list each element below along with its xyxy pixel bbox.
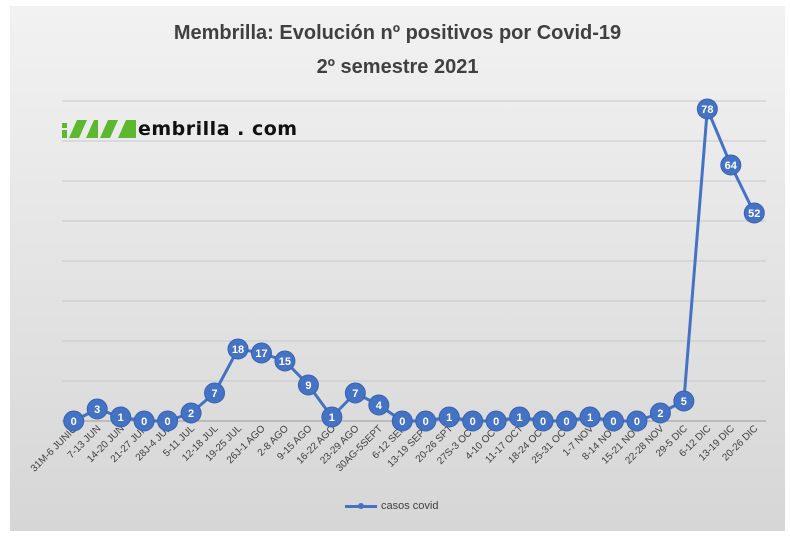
data-point [579,406,601,428]
data-point [180,402,202,424]
data-label: 1 [587,412,593,424]
data-label: 9 [305,380,311,392]
data-point [344,382,366,404]
data-point [415,410,437,432]
data-label: 0 [71,416,77,428]
data-label: 1 [329,412,335,424]
data-label: 0 [493,416,499,428]
data-point [227,338,249,360]
data-point [368,394,390,416]
data-point [204,382,226,404]
data-label: 52 [748,208,760,220]
data-label: 0 [610,416,616,428]
data-label: 4 [376,400,383,412]
legend-swatch [345,501,377,511]
data-point [649,402,671,424]
data-point [743,202,765,224]
data-label: 2 [188,408,194,420]
data-label: 0 [634,416,640,428]
data-point [696,98,718,120]
data-label: 7 [352,388,358,400]
data-point [63,410,85,432]
data-point [110,406,132,428]
data-point [626,410,648,432]
chart-area [10,6,785,531]
data-label: 0 [540,416,546,428]
legend-label: casos covid [381,500,439,512]
chart-subtitle: 2º semestre 2021 [316,56,479,78]
data-label: 18 [232,344,244,356]
legend: casos covid [345,500,438,512]
data-label: 17 [255,348,267,360]
data-label: 0 [423,416,429,428]
data-label: 5 [681,396,687,408]
data-label: 0 [563,416,569,428]
data-label: 0 [470,416,476,428]
series-line [73,107,756,423]
data-label: 0 [165,416,171,428]
data-point [391,410,413,432]
data-label: 2 [657,408,663,420]
data-point [485,410,507,432]
data-point [673,390,695,412]
data-point [133,410,155,432]
logo-text: embrilla . com [138,118,298,140]
data-point [250,342,272,364]
data-label: 78 [701,104,713,116]
data-point [556,410,578,432]
logo-m-mark [62,120,136,138]
data-label: 64 [725,160,738,172]
data-label: 1 [446,412,452,424]
data-point [157,410,179,432]
data-point [720,154,742,176]
data-point [321,406,343,428]
data-point [602,410,624,432]
data-point [462,410,484,432]
data-label: 3 [94,404,100,416]
data-point [438,406,460,428]
data-label: 15 [279,356,291,368]
chart-title: Membrilla: Evolución nº positivos por Co… [173,22,622,44]
data-point [509,406,531,428]
data-point [532,410,554,432]
data-point [297,374,319,396]
data-label: 7 [211,388,217,400]
data-point [274,350,296,372]
data-label: 0 [141,416,147,428]
data-label: 0 [399,416,405,428]
data-label: 1 [118,412,124,424]
data-point [86,398,108,420]
site-logo: embrilla . com [62,117,298,141]
data-label: 1 [517,412,523,424]
